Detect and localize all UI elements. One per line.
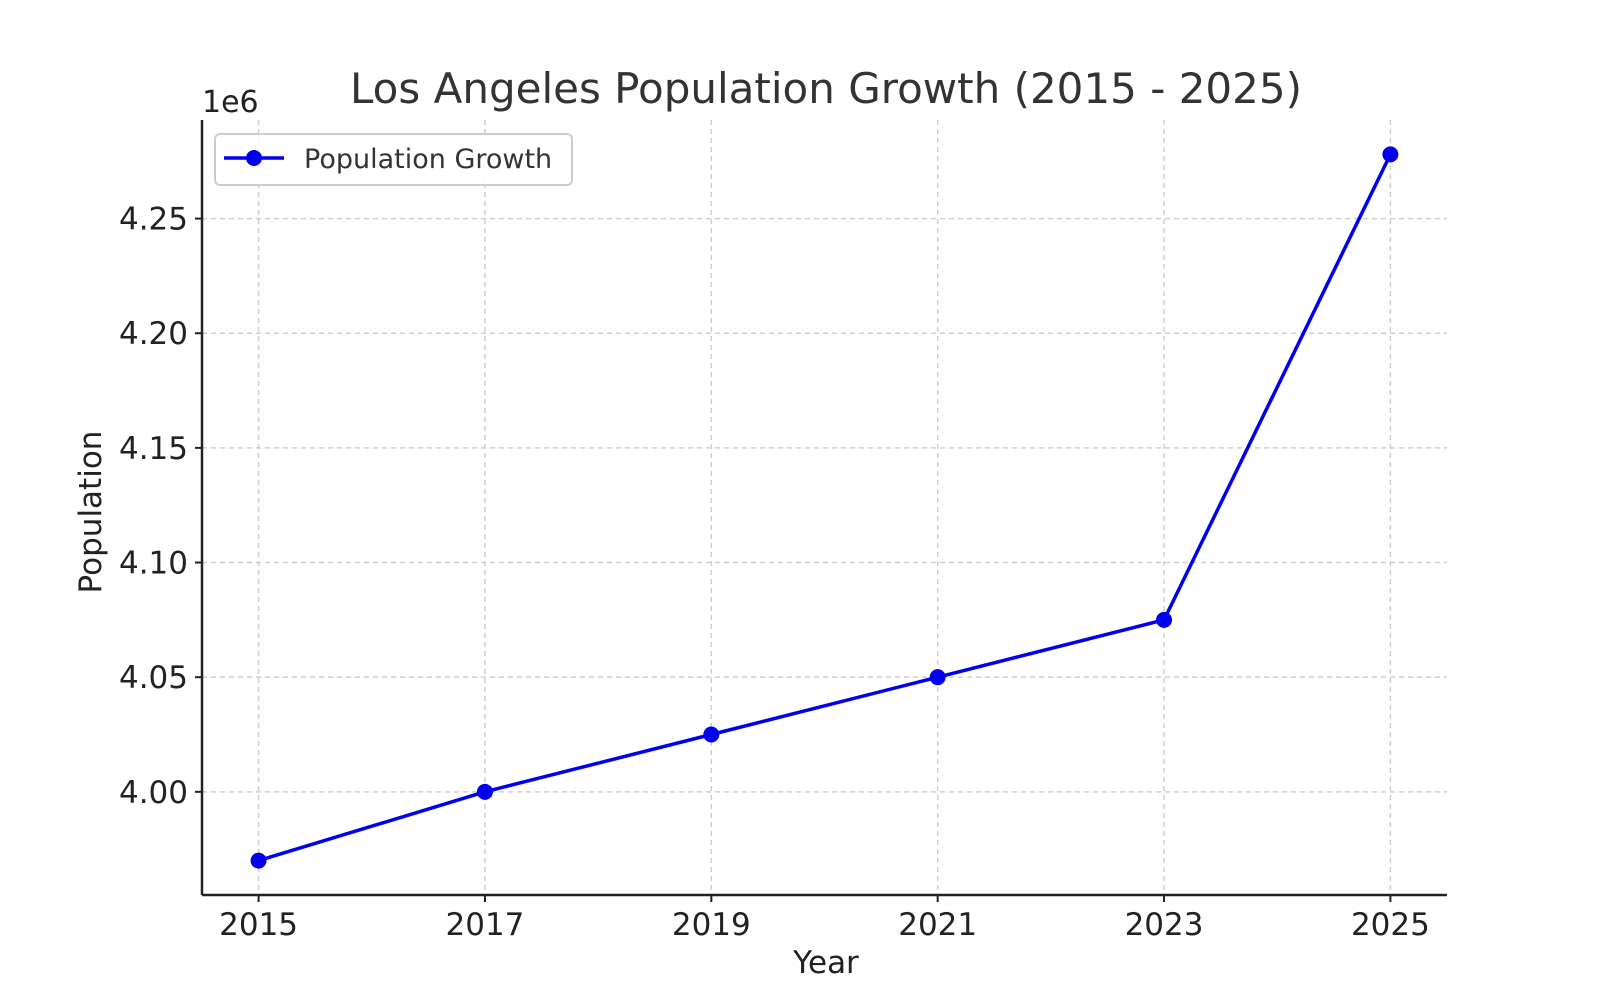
series-line — [258, 153, 1392, 863]
x-tick-label: 2019 — [672, 907, 751, 943]
x-tick-label: 2021 — [898, 907, 977, 943]
x-axis-label: Year — [792, 945, 859, 981]
data-point — [1382, 146, 1399, 163]
axes — [195, 120, 1447, 902]
chart-title: Los Angeles Population Growth (2015 - 20… — [350, 64, 1302, 113]
y-tick-label: 4.15 — [119, 431, 188, 467]
data-point — [1156, 611, 1173, 628]
grid — [202, 120, 1447, 895]
y-axis-offset-label: 1e6 — [202, 85, 259, 120]
x-tick-label: 2025 — [1351, 907, 1430, 943]
data-point — [929, 669, 946, 686]
x-tick-label: 2023 — [1125, 907, 1204, 943]
x-tick-label: 2015 — [219, 907, 298, 943]
y-tick-label: 4.05 — [119, 660, 188, 696]
legend: Population Growth — [214, 133, 573, 186]
y-tick-label: 4.20 — [119, 316, 188, 352]
y-tick-label: 4.25 — [119, 202, 188, 238]
legend-label: Population Growth — [304, 144, 552, 175]
data-point — [476, 783, 493, 800]
data-point — [250, 852, 267, 869]
series-layer — [250, 146, 1399, 869]
x-tick-label: 2017 — [446, 907, 525, 943]
tick-labels: 2015 2017 2019 2021 2023 2025 4.00 4.05 4.10 4.15… — [119, 202, 1430, 943]
y-axis-label: Population — [73, 431, 109, 594]
data-point — [703, 726, 720, 743]
legend-box — [214, 133, 573, 186]
y-tick-label: 4.10 — [119, 546, 188, 582]
y-tick-label: 4.00 — [119, 775, 188, 811]
legend-marker-icon — [246, 150, 262, 166]
